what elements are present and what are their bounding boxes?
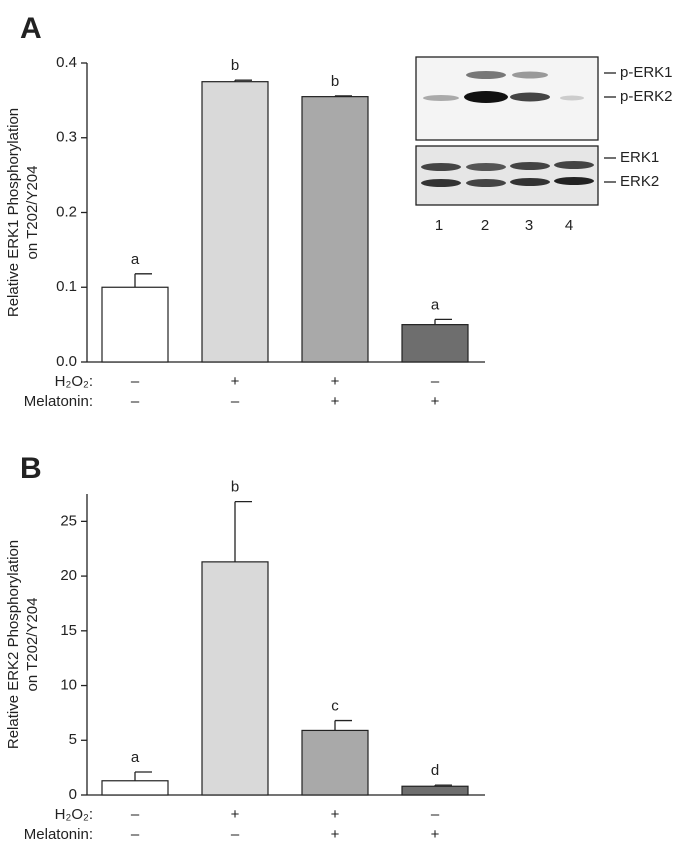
condition-value: –: [431, 373, 440, 390]
lane-label: 2: [481, 217, 489, 234]
bar: [301, 96, 369, 363]
band: [466, 179, 506, 187]
bar: [401, 785, 469, 796]
band: [466, 163, 506, 171]
lane-label: 3: [525, 217, 533, 234]
band: [554, 177, 594, 185]
condition-name: Melatonin:: [24, 393, 93, 410]
y-tick-label: 0.1: [56, 278, 77, 295]
condition-value: –: [431, 806, 440, 823]
significance-letter: d: [431, 762, 439, 779]
significance-letter: b: [231, 57, 239, 74]
condition-value: +: [431, 393, 440, 410]
significance-letter: c: [331, 698, 339, 715]
y-tick-label: 0.2: [56, 203, 77, 220]
condition-value: –: [131, 373, 140, 390]
significance-letter: a: [131, 251, 140, 268]
condition-value: +: [331, 373, 340, 390]
y-tick-label: 15: [60, 622, 77, 639]
bar: [201, 561, 269, 796]
condition-value: –: [231, 826, 240, 843]
panel-label: B: [20, 452, 42, 485]
y-tick-label: 25: [60, 512, 77, 529]
band: [510, 92, 550, 102]
significance-letter: a: [131, 749, 140, 766]
lane-label: 4: [565, 217, 573, 234]
condition-name: Melatonin:: [24, 826, 93, 843]
y-tick-label: 0: [69, 786, 77, 803]
significance-letter: b: [331, 73, 339, 90]
condition-value: –: [231, 393, 240, 410]
condition-value: –: [131, 806, 140, 823]
condition-value: +: [331, 806, 340, 823]
band-label: ERK2: [620, 173, 659, 190]
lane-label: 1: [435, 217, 443, 234]
bar: [201, 81, 269, 363]
bar: [401, 324, 469, 363]
blot-image: [415, 56, 616, 206]
band: [421, 179, 461, 187]
y-axis-label: Relative ERK1 Phosphorylation: [5, 108, 22, 317]
y-tick-label: 0.4: [56, 54, 77, 71]
y-axis-label: on T202/Y204: [24, 598, 41, 692]
condition-value: –: [131, 826, 140, 843]
panel-label: A: [20, 12, 42, 45]
condition-name: H₂O₂:: [55, 373, 93, 390]
band: [423, 95, 459, 101]
condition-value: +: [331, 393, 340, 410]
condition-value: +: [431, 826, 440, 843]
condition-value: +: [331, 826, 340, 843]
band-label: ERK1: [620, 149, 659, 166]
band: [510, 162, 550, 170]
blot-frame: [415, 145, 599, 206]
band-label: p-ERK1: [620, 64, 673, 81]
y-tick-label: 5: [69, 731, 77, 748]
condition-value: +: [231, 373, 240, 390]
condition-value: –: [131, 393, 140, 410]
y-tick-label: 10: [60, 677, 77, 694]
band: [512, 71, 548, 79]
band-label: p-ERK2: [620, 88, 673, 105]
y-axis-label: Relative ERK2 Phosphorylation: [5, 540, 22, 749]
band: [466, 71, 506, 79]
bar: [101, 780, 169, 796]
y-axis-label: on T202/Y204: [24, 166, 41, 260]
band: [464, 91, 508, 103]
significance-letter: a: [431, 296, 440, 313]
bar: [301, 729, 369, 796]
significance-letter: b: [231, 479, 239, 496]
y-tick-label: 0.0: [56, 353, 77, 370]
band: [554, 161, 594, 169]
condition-name: H₂O₂:: [55, 806, 93, 823]
condition-value: +: [231, 806, 240, 823]
y-tick-label: 0.3: [56, 129, 77, 146]
y-tick-label: 20: [60, 567, 77, 584]
band: [421, 163, 461, 171]
band: [510, 178, 550, 186]
band: [560, 95, 584, 101]
bar: [101, 286, 169, 363]
